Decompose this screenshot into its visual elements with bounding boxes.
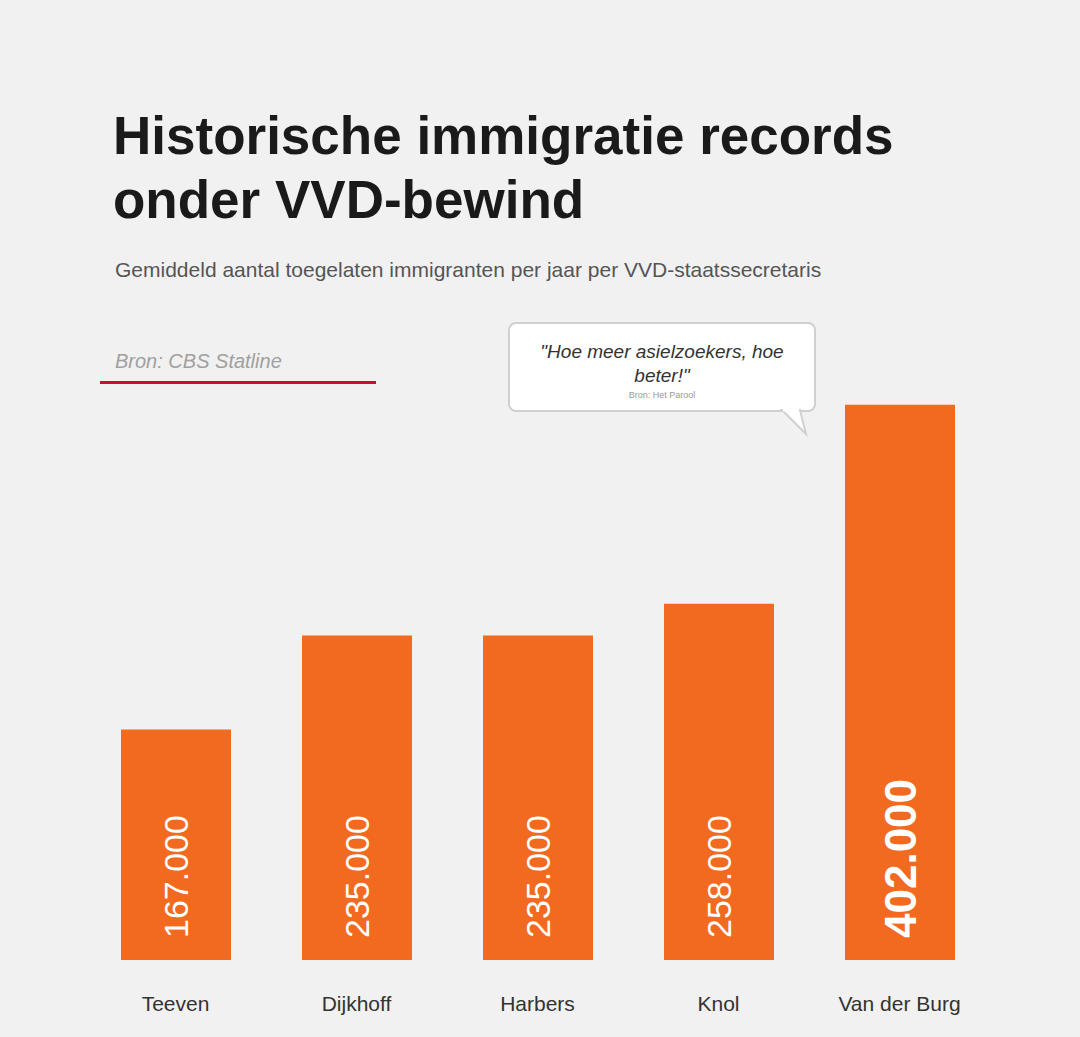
html-text:Gemiddeld aantal toegelaten im: Gemiddeld aantal toegelaten immigranten … [115,258,822,281]
html-text:Bron: CBS Statline: Bron: CBS Statline [115,350,282,372]
svg-text:Knol: Knol [697,992,739,1015]
svg-text:402.000: 402.000 [876,779,925,938]
svg-text:Dijkhoff: Dijkhoff [322,992,392,1015]
html-text:Historische immigratie records: Historische immigratie records onder VVD… [113,106,894,229]
html-text:Bron: Het Parool: Bron: Het Parool [628,390,696,400]
html-text:"Hoe meer asielzoekers, hoe be: "Hoe meer asielzoekers, hoe beter!" [540,341,784,386]
svg-text:Van der Burg: Van der Burg [838,992,960,1015]
svg-text:258.000: 258.000 [700,815,738,938]
svg-text:Teeven: Teeven [142,992,210,1015]
svg-text:167.000: 167.000 [157,815,195,938]
svg-text:235.000: 235.000 [519,815,557,938]
svg-text:Harbers: Harbers [500,992,575,1015]
svg-text:235.000: 235.000 [338,815,376,938]
